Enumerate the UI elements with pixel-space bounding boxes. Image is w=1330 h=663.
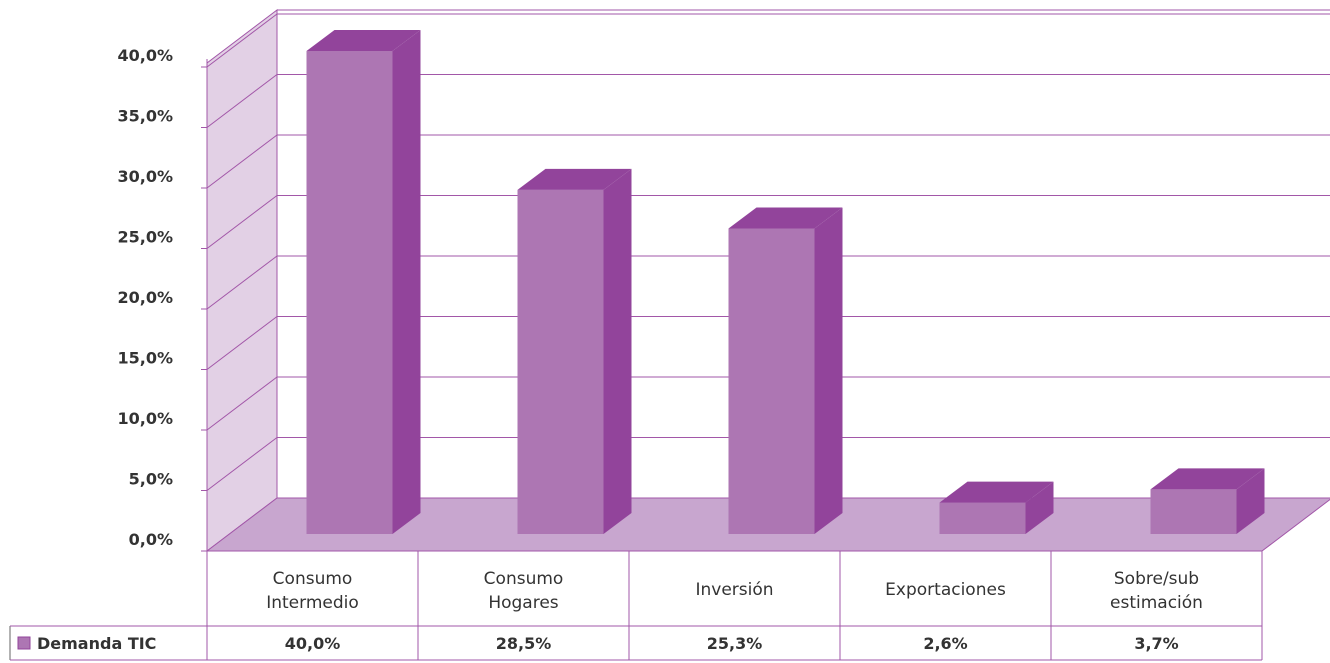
x-category-line: Hogares: [488, 593, 558, 613]
bar: [306, 30, 421, 534]
x-category-label: Consumo Intermedio: [266, 569, 359, 613]
x-category-label: Inversión: [695, 580, 773, 600]
x-category-line: Inversión: [695, 580, 773, 600]
data-table: Demanda TIC Consumo Intermedio 40,0% Consumo…: [9, 551, 1263, 661]
x-category-line: Exportaciones: [885, 580, 1006, 600]
x-category-label: Consumo Hogares: [484, 569, 564, 613]
data-label: 28,5%: [496, 634, 552, 653]
gridline-side: [206, 376, 278, 431]
x-category-line: Intermedio: [266, 593, 359, 613]
bar-front: [1150, 489, 1237, 534]
x-category-line: estimación: [1110, 593, 1203, 613]
x-category-label: Exportaciones: [885, 580, 1006, 600]
bar-top: [306, 30, 421, 51]
gridline-side: [206, 74, 278, 128]
bar-top: [939, 481, 1054, 503]
bar-side: [814, 207, 843, 534]
y-axis: 0,0% 5,0% 10,0% 15,0% 20,0% 25,0% 30,0% 35,0% 40…: [117, 46, 208, 552]
y-tick-label: 20,0%: [117, 288, 173, 307]
bar-front: [728, 228, 815, 534]
x-category-line: Consumo: [273, 569, 353, 589]
x-category-line: Consumo: [484, 569, 564, 589]
y-tick-label: 35,0%: [117, 107, 173, 126]
bar-top: [728, 207, 843, 229]
legend-swatch: [17, 636, 31, 650]
y-tick-label: 0,0%: [129, 530, 173, 549]
bar: [939, 481, 1054, 534]
x-category-label: Sobre/sub estimación: [1110, 569, 1203, 613]
bar-side: [392, 30, 421, 534]
bar-front: [939, 502, 1026, 534]
bar: [728, 207, 843, 534]
x-category-line: Sobre/sub: [1114, 569, 1199, 589]
y-tick-label: 10,0%: [117, 409, 173, 428]
y-tick-label: 40,0%: [117, 46, 173, 65]
bars: [306, 30, 1265, 535]
gridline-side: [206, 13, 278, 68]
y-tick-label: 25,0%: [117, 228, 173, 247]
bar-front: [517, 189, 604, 535]
gridline-side: [206, 134, 278, 189]
bar: [517, 168, 632, 535]
bar-side: [1236, 468, 1265, 534]
legend-label: Demanda TIC: [37, 634, 156, 653]
data-label: 3,7%: [1134, 634, 1178, 653]
bar-side: [1025, 481, 1054, 534]
y-tick-label: 30,0%: [117, 167, 173, 186]
data-label: 25,3%: [707, 634, 763, 653]
bar-top: [1150, 468, 1265, 490]
gridline-side: [206, 437, 278, 491]
gridline-side: [206, 316, 278, 370]
gridline-side: [206, 195, 278, 249]
y-tick-label: 15,0%: [117, 349, 173, 368]
bar-side: [603, 168, 632, 535]
bar-front: [306, 51, 393, 534]
bar-top: [517, 168, 632, 190]
bar: [1150, 468, 1265, 534]
data-label: 40,0%: [285, 634, 341, 653]
data-label: 2,6%: [923, 634, 967, 653]
y-tick-label: 5,0%: [129, 470, 173, 489]
gridline-side: [206, 255, 278, 310]
side-wall: [206, 8, 278, 553]
